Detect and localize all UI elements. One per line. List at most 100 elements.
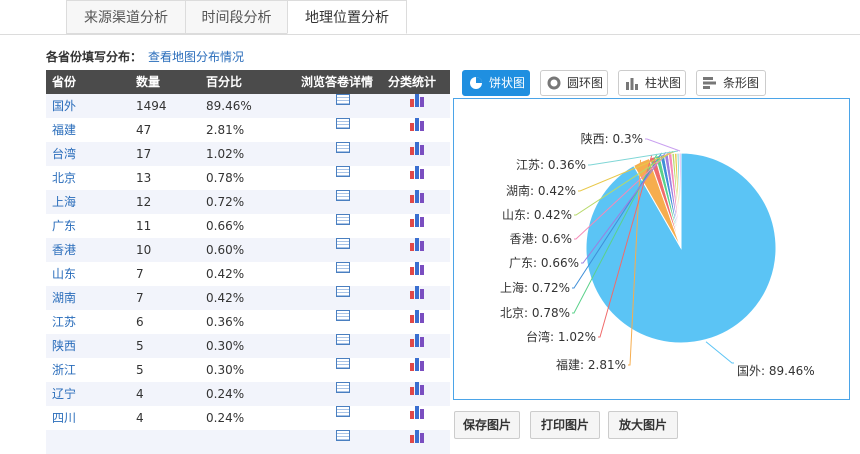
pie-label-line <box>598 155 653 338</box>
province-name[interactable]: 辽宁 <box>52 387 77 401</box>
category-stats-icon[interactable] <box>410 430 426 443</box>
bar-chart-label: 柱状图 <box>645 76 682 90</box>
table-header: 省份 数量 百分比 浏览答卷详情 分类统计 <box>46 70 450 94</box>
province-name[interactable]: 台湾 <box>52 147 77 161</box>
view-details-icon[interactable] <box>336 406 350 417</box>
table-row: 江苏 6 0.36% <box>46 310 450 334</box>
view-details-icon[interactable] <box>336 262 350 273</box>
table-row: 国外 1494 89.46% <box>46 94 450 118</box>
save-image-button[interactable]: 保存图片 <box>454 411 520 439</box>
table-row: 四川 4 0.24% <box>46 406 450 430</box>
count-value: 5 <box>136 363 144 377</box>
province-name[interactable]: 浙江 <box>52 363 77 377</box>
category-stats-icon[interactable] <box>410 406 426 419</box>
province-name[interactable]: 山东 <box>52 267 77 281</box>
tab-bar: 来源渠道分析 时间段分析 地理位置分析 <box>0 0 860 35</box>
view-details-icon[interactable] <box>336 430 350 441</box>
category-stats-icon[interactable] <box>410 310 426 323</box>
category-stats-icon[interactable] <box>410 286 426 299</box>
category-stats-icon[interactable] <box>410 118 426 131</box>
category-stats-icon[interactable] <box>410 262 426 275</box>
bar-chart-icon <box>626 78 638 90</box>
pie-label-line <box>572 153 658 314</box>
percent-value: 0.60% <box>206 243 245 257</box>
percent-value: 0.66% <box>206 219 245 233</box>
category-stats-icon[interactable] <box>410 166 426 179</box>
province-name[interactable]: 广东 <box>52 219 77 233</box>
map-distribution-link[interactable]: 查看地图分布情况 <box>148 50 245 64</box>
province-name[interactable]: 香港 <box>52 243 77 257</box>
header-percent: 百分比 <box>206 75 243 89</box>
view-details-icon[interactable] <box>336 118 350 129</box>
category-stats-icon[interactable] <box>410 238 426 251</box>
view-details-icon[interactable] <box>336 310 350 321</box>
category-stats-icon[interactable] <box>410 358 426 371</box>
table-row: 辽宁 4 0.24% <box>46 382 450 406</box>
pie-label-line <box>572 152 663 289</box>
pie-label-line <box>574 151 671 240</box>
province-name[interactable]: 北京 <box>52 171 77 185</box>
category-stats-icon[interactable] <box>410 334 426 347</box>
category-stats-icon[interactable] <box>410 214 426 227</box>
count-value: 11 <box>136 219 152 233</box>
donut-chart-button[interactable]: 圆环图 <box>540 70 608 96</box>
province-name[interactable]: 湖南 <box>52 291 77 305</box>
pie-slice-label: 广东: 0.66% <box>509 256 579 270</box>
count-value: 5 <box>136 339 144 353</box>
view-details-icon[interactable] <box>336 358 350 369</box>
province-name[interactable]: 陕西 <box>52 339 77 353</box>
pie-chart-button[interactable]: 饼状图 <box>462 70 530 96</box>
horizontal-bar-chart-button[interactable]: 条形图 <box>696 70 766 96</box>
view-details-icon[interactable] <box>336 166 350 177</box>
view-details-icon[interactable] <box>336 214 350 225</box>
pie-slice-label: 香港: 0.6% <box>510 232 572 246</box>
view-details-icon[interactable] <box>336 286 350 297</box>
pie-slice-label: 山东: 0.42% <box>502 208 572 222</box>
table-row: 山东 7 0.42% <box>46 262 450 286</box>
percent-value: 0.78% <box>206 171 245 185</box>
category-stats-icon[interactable] <box>410 94 426 107</box>
view-details-icon[interactable] <box>336 382 350 393</box>
view-details-icon[interactable] <box>336 190 350 201</box>
pie-label-line <box>588 150 679 166</box>
table-row: 湖南 7 0.42% <box>46 286 450 310</box>
count-value: 6 <box>136 315 144 329</box>
tab-time-period[interactable]: 时间段分析 <box>185 0 288 34</box>
count-value: 7 <box>136 267 144 281</box>
bar-chart-button[interactable]: 柱状图 <box>618 70 686 96</box>
table-row: 福建 47 2.81% <box>46 118 450 142</box>
category-stats-icon[interactable] <box>410 142 426 155</box>
tab-geo-location[interactable]: 地理位置分析 <box>287 0 407 34</box>
category-stats-icon[interactable] <box>410 382 426 395</box>
pie-chart: 国外: 89.46% 福建: 2.81% 台湾: 1.02% 北京: 0.78% 上海:… <box>500 131 815 378</box>
view-details-icon[interactable] <box>336 238 350 249</box>
distribution-label: 各省份填写分布： <box>46 50 143 64</box>
pie-slice-label: 上海: 0.72% <box>500 280 570 295</box>
print-image-button[interactable]: 打印图片 <box>530 411 600 439</box>
table-row: 陕西 5 0.30% <box>46 334 450 358</box>
province-name[interactable]: 四川 <box>52 411 77 425</box>
horizontal-bar-chart-label: 条形图 <box>723 76 760 90</box>
view-details-icon[interactable] <box>336 142 350 153</box>
view-details-icon[interactable] <box>336 334 350 345</box>
pie-label-line <box>705 341 734 364</box>
horizontal-bar-icon <box>703 77 716 89</box>
percent-value: 0.42% <box>206 267 245 281</box>
province-name[interactable]: 国外 <box>52 99 77 113</box>
pie-chart-label: 饼状图 <box>489 76 526 90</box>
tab-source-channel[interactable]: 来源渠道分析 <box>66 0 186 34</box>
donut-icon <box>547 76 561 90</box>
pie-slice-label: 国外: 89.46% <box>737 364 815 378</box>
zoom-image-button[interactable]: 放大图片 <box>608 411 678 439</box>
province-name[interactable]: 上海 <box>52 195 77 209</box>
pie-icon <box>470 77 482 89</box>
pie-label-line <box>581 151 667 264</box>
category-stats-icon[interactable] <box>410 190 426 203</box>
province-name[interactable]: 江苏 <box>52 315 77 329</box>
count-value: 12 <box>136 195 152 209</box>
pie-label-line <box>645 138 681 152</box>
view-details-icon[interactable] <box>336 94 350 105</box>
table-body: 国外 1494 89.46% 福建 47 2.81% 台湾 17 1.02% 北京 13 0.78% 上… <box>46 94 450 454</box>
pie-slice[interactable] <box>678 152 682 249</box>
province-name[interactable]: 福建 <box>52 123 77 137</box>
